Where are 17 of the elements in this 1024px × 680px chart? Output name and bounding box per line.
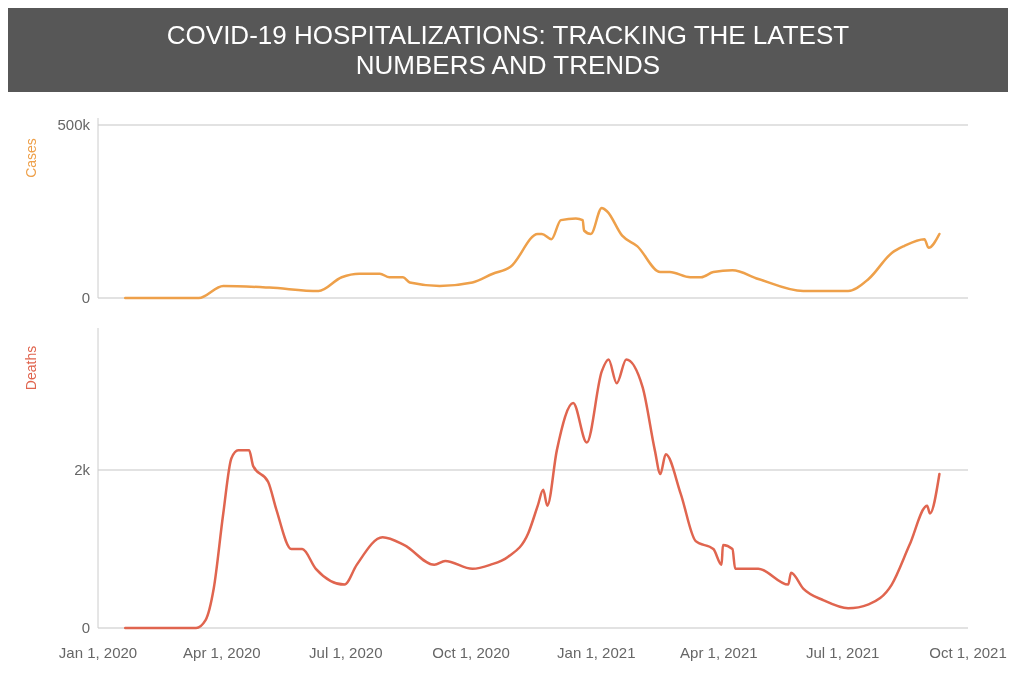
y-tick-label: 0: [81, 289, 90, 307]
y-tick-label: 500k: [57, 116, 91, 134]
x-tick-label: Jan 1, 2021: [557, 644, 636, 661]
chart-title: COVID-19 HOSPITALIZATIONS: TRACKING THE LATEST NUMBERS AND TRENDS: [166, 20, 850, 80]
x-tick-label: Jan 1, 2020: [58, 644, 138, 661]
x-tick-label: Jul 1, 2021: [806, 644, 880, 661]
y-axis-title: Cases: [23, 138, 39, 178]
x-tick-label: Oct 1, 2021: [929, 644, 1007, 661]
y-axis-title: Deaths: [23, 345, 39, 391]
x-tick-label: Oct 1, 2020: [432, 644, 510, 661]
x-tick-label: Apr 1, 2020: [183, 644, 261, 661]
x-tick-label: Apr 1, 2021: [680, 644, 758, 661]
line-series: [123, 358, 941, 630]
x-tick-label: Jul 1, 2020: [309, 644, 383, 661]
line-series: [123, 206, 941, 300]
y-tick-label: 0: [81, 619, 90, 637]
y-tick-label: 2k: [74, 461, 91, 479]
